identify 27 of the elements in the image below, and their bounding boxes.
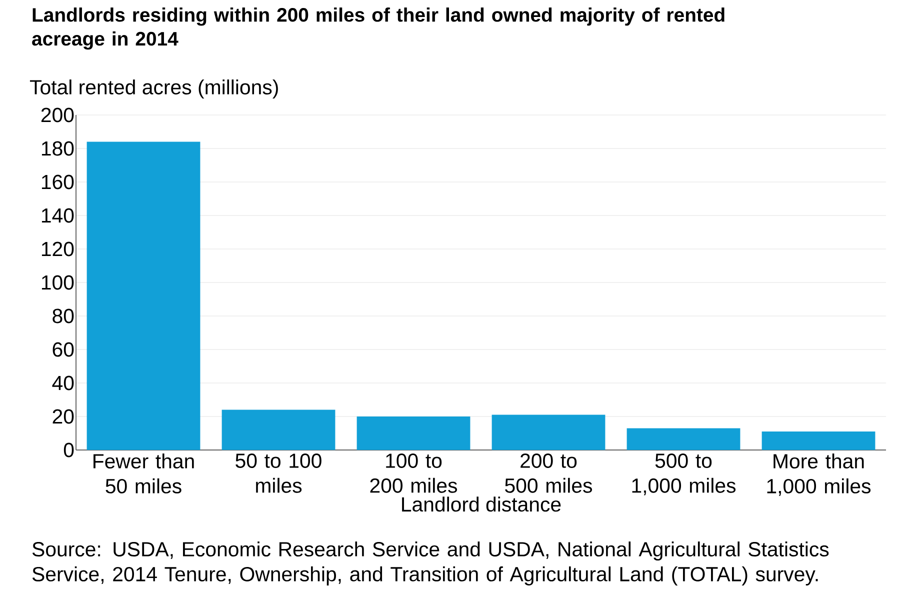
y-tick-label: 0 <box>64 442 74 458</box>
y-tick-label: 200 <box>41 108 74 122</box>
y-tick-label: 80 <box>52 308 74 324</box>
y-tick-label: 180 <box>42 141 74 156</box>
y-tick-label: 40 <box>52 376 74 390</box>
x-tick-label: 100 to 200 miles <box>370 454 458 493</box>
bar <box>762 432 876 450</box>
bar <box>356 416 470 450</box>
y-tick-label: 60 <box>52 342 74 357</box>
x-tick-label: Fewer than 50 miles <box>94 454 194 494</box>
x-tick-label: More than 1,000 miles <box>767 454 871 496</box>
x-tick-label: 200 to 500 miles <box>505 454 592 493</box>
y-tick-label: 160 <box>42 174 74 190</box>
y-tick-label: 140 <box>42 208 74 223</box>
y-tick-label: 20 <box>52 409 74 424</box>
x-tick-label: 500 to 1,000 miles <box>632 454 736 496</box>
source-note: Source: USDA, Economic Research Service and USDA, National Agricultural Statistics Service, 2014 Tenure, Ownership, and Transition of Agricultural Land (TOTAL) survey. <box>32 542 829 586</box>
y-tick-label: 120 <box>42 242 74 256</box>
bar <box>222 410 336 450</box>
bar <box>86 142 200 450</box>
y-tick-label: 100 <box>42 275 74 290</box>
x-axis-title: Landlord distance <box>402 496 561 512</box>
y-axis-title: Total rented acres (millions) <box>30 79 278 99</box>
bar <box>492 414 606 450</box>
bar <box>626 428 740 450</box>
chart-title: Landlords residing within 200 miles of their land owned majority of rented acreage in 2014 <box>32 8 724 50</box>
x-tick-label: 50 to 100 miles <box>236 454 322 493</box>
